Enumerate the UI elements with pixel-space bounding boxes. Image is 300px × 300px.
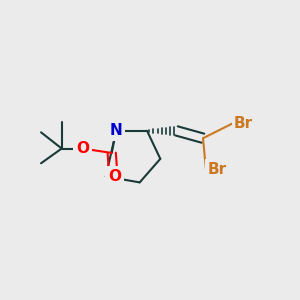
Text: O: O bbox=[108, 169, 121, 184]
Text: Br: Br bbox=[234, 116, 253, 131]
Text: O: O bbox=[76, 141, 89, 156]
Text: Br: Br bbox=[207, 162, 226, 177]
Text: N: N bbox=[110, 123, 122, 138]
